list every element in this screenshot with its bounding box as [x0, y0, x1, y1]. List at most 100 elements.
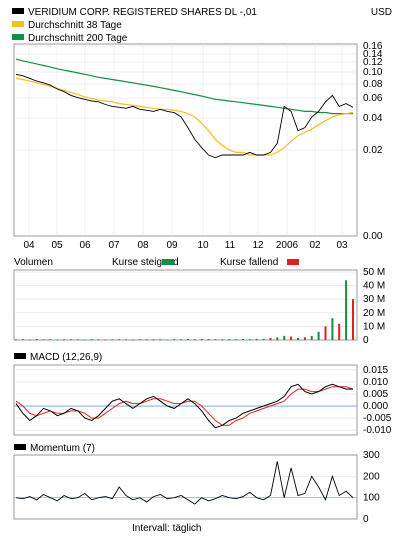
volume-tick-label: 10 M [363, 321, 385, 332]
macd-grid [14, 369, 357, 431]
x-tick-label: 06 [79, 240, 91, 251]
x-tick-label: 10 [197, 240, 209, 251]
price-tick-label: 0.16 [363, 41, 383, 52]
interval-label: Intervall: täglich [132, 523, 201, 534]
ma200-legend-swatch [12, 34, 24, 40]
volume-bar [76, 339, 79, 341]
volume-bar [338, 323, 341, 340]
x-tick-label: 11 [225, 240, 236, 251]
momentum-tick-label: 200 [363, 471, 380, 482]
volume-y-axis: 50 M 40 M 30 M 20 M 10 M 0 [363, 267, 385, 346]
x-tick-label: 12 [252, 240, 264, 251]
macd-line [15, 383, 353, 429]
price-panel-frame [13, 43, 358, 237]
macd-tick-label: 0.000 [363, 401, 388, 412]
volume-bar [248, 339, 251, 340]
price-grid [14, 44, 357, 236]
volume-bars [15, 280, 354, 341]
volume-bar [317, 331, 320, 340]
macd-title: MACD (12,26,9) [30, 352, 102, 363]
volume-panel-frame [13, 269, 358, 341]
macd-tick-label: 0.010 [363, 377, 388, 388]
volume-bar [283, 335, 286, 340]
volume-bar [97, 339, 100, 341]
momentum-legend-swatch [14, 444, 26, 450]
volume-bar [70, 339, 72, 340]
volume-bar [207, 339, 210, 340]
volume-bar [303, 337, 306, 340]
ma38-line [15, 77, 354, 156]
price-series [15, 58, 354, 159]
volume-bar [104, 339, 107, 341]
momentum-tick-label: 300 [363, 450, 380, 461]
volume-grid [14, 271, 357, 327]
volume-bar [90, 339, 93, 340]
volume-bar [269, 338, 272, 340]
volume-bar [262, 338, 265, 340]
falling-legend-swatch [287, 259, 299, 265]
volume-bar [200, 338, 203, 340]
ma200-legend-label: Durchschnitt 200 Tage [28, 33, 128, 44]
volume-bar [159, 339, 162, 341]
momentum-panel-frame [13, 454, 358, 520]
x-tick-label: 07 [108, 240, 120, 251]
price-tick-label: 0.10 [363, 67, 383, 78]
x-tick-label: 08 [137, 240, 149, 251]
volume-bar [255, 338, 258, 340]
price-tick-label: 0.06 [363, 93, 383, 104]
price-tick-label: 0.12 [363, 57, 383, 68]
volume-tick-label: 20 M [363, 308, 385, 319]
volume-bar [56, 339, 59, 341]
volume-bar [145, 339, 148, 341]
volume-tick-label: 0 [363, 335, 369, 346]
x-tick-label: 03 [336, 240, 348, 251]
volume-bar [242, 339, 244, 340]
rising-legend-swatch [162, 259, 174, 265]
volume-title: Volumen [14, 257, 53, 268]
volume-bar [21, 339, 24, 340]
x-tick-label: 2006 [276, 240, 299, 251]
price-y-axis: 0.160.140.120.100.08 0.06 0.04 0.02 0.00 [363, 41, 383, 242]
price-tick-label: 0.08 [363, 79, 383, 90]
price-tick-label: 0.02 [363, 145, 383, 156]
volume-bar [352, 299, 354, 340]
volume-bar [331, 318, 334, 340]
macd-panel-frame [13, 364, 358, 436]
volume-bar [228, 339, 231, 340]
signal-line [15, 386, 354, 426]
volume-bar [345, 280, 348, 340]
macd-tick-label: 0.005 [363, 389, 388, 400]
price-tick-label: 0.04 [363, 113, 383, 124]
volume-bar [324, 326, 327, 340]
price-x-axis: 04 05 06 07 08 09 10 11 12 2006 02 03 [23, 240, 348, 251]
volume-tick-label: 50 M [363, 267, 385, 278]
momentum-tick-label: 100 [363, 493, 380, 504]
ma38-legend-swatch [12, 21, 24, 27]
volume-bar [131, 339, 134, 341]
price-line [15, 73, 354, 159]
falling-legend-label: Kurse fallend [220, 257, 278, 268]
volume-bar [83, 339, 86, 341]
volume-bar [193, 339, 196, 340]
volume-bar [28, 339, 31, 341]
volume-bar [125, 339, 127, 341]
volume-bar [118, 339, 121, 340]
volume-bar [166, 339, 169, 341]
momentum-line [15, 461, 354, 505]
x-tick-label: 04 [23, 240, 35, 251]
momentum-series [15, 461, 354, 505]
volume-bar [297, 338, 299, 340]
momentum-tick-label: 0 [363, 514, 369, 525]
security-name: VERIDIUM CORP. REGISTERED SHARES DL -,01 [28, 7, 257, 18]
rising-legend-label: Kurse steigend [112, 257, 179, 268]
x-tick-label: 09 [166, 240, 178, 251]
volume-bar [180, 339, 183, 341]
volume-bar [63, 339, 66, 341]
x-tick-label: 05 [51, 240, 63, 251]
momentum-title: Momentum (7) [30, 443, 95, 454]
volume-bar [15, 339, 17, 341]
macd-series [15, 383, 354, 429]
price-legend-swatch [12, 8, 24, 14]
